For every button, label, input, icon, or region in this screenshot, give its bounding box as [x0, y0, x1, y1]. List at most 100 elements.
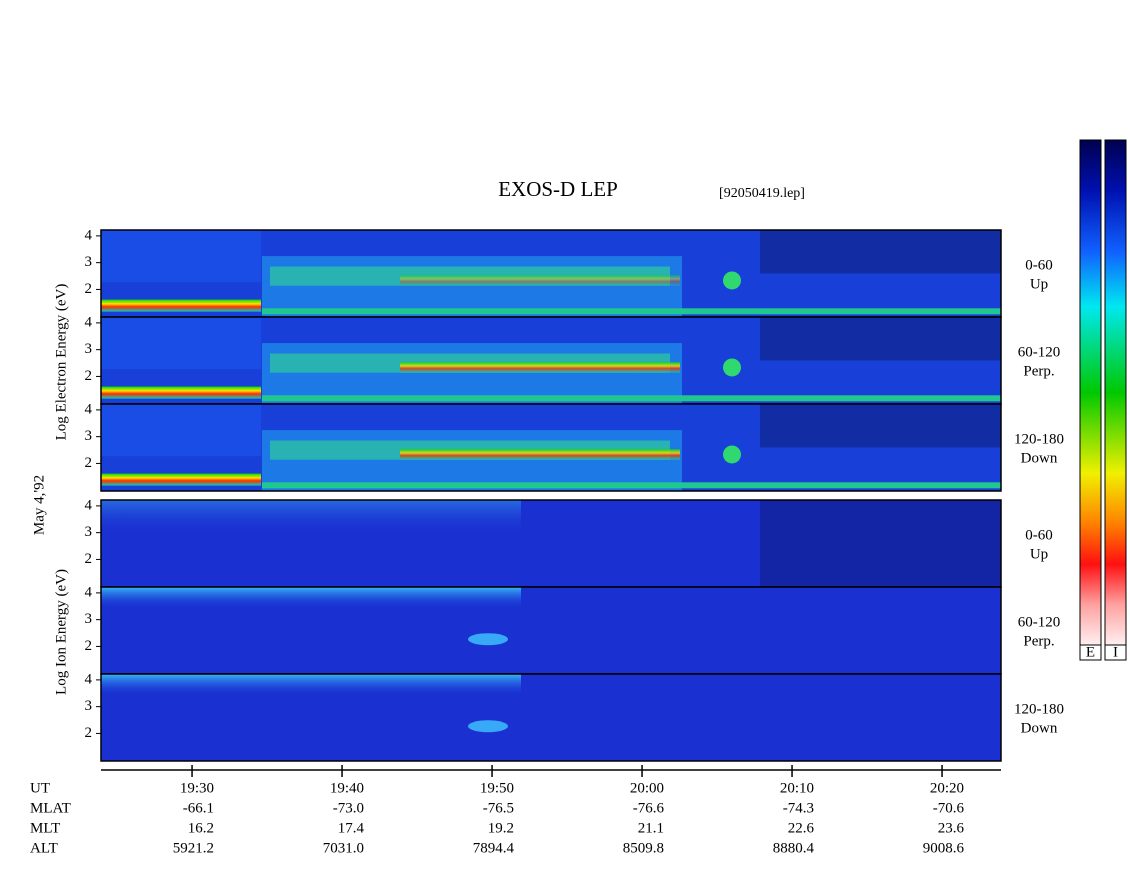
spectrogram-fill — [262, 430, 682, 491]
spectrogram-fill — [101, 299, 261, 312]
spectrogram-fill — [400, 449, 680, 460]
ephemeris-value: -73.0 — [333, 800, 364, 816]
ephemeris-value: -74.3 — [783, 800, 814, 816]
ephemeris-value: 16.2 — [188, 820, 214, 836]
ephemeris-value: 17.4 — [338, 820, 365, 836]
spectrogram-fill — [262, 395, 1001, 402]
spectrogram-fill — [400, 275, 680, 286]
x-tick-label: 19:50 — [480, 780, 514, 796]
panel-direction: Down — [1021, 720, 1058, 736]
ephemeris-value: 8880.4 — [773, 840, 815, 856]
spectrogram-fill — [101, 404, 261, 457]
spectrogram-fill — [262, 482, 1001, 489]
ephemeris-label: ALT — [30, 840, 58, 856]
spectrogram-fill — [262, 256, 682, 317]
y-axis-label: Log Ion Energy (eV) — [53, 569, 69, 695]
y-tick-label: 3 — [85, 254, 93, 270]
colorbar-label-box — [1079, 644, 1102, 661]
x-tick-label: 20:10 — [780, 780, 814, 796]
ephemeris-label: MLT — [30, 820, 60, 836]
y-tick-label: 4 — [85, 671, 93, 687]
ephemeris-label: UT — [30, 780, 50, 796]
ephemeris-value: 7894.4 — [473, 840, 515, 856]
y-tick-label: 4 — [85, 314, 93, 330]
y-tick-label: 2 — [85, 551, 93, 567]
panel-range: 120-180 — [1014, 701, 1064, 717]
y-tick-label: 2 — [85, 725, 93, 741]
spectrogram-fill — [400, 362, 680, 373]
spectrogram-fill — [101, 587, 521, 609]
ephemeris-value: 9008.6 — [923, 840, 965, 856]
spectrogram-fill — [723, 358, 741, 377]
file-name: [92050419.lep] — [719, 186, 805, 201]
spectrogram-fill — [101, 473, 261, 486]
panel-range: 0-60 — [1025, 527, 1053, 543]
x-tick-label: 19:30 — [180, 780, 214, 796]
ephemeris-value: -70.6 — [933, 800, 965, 816]
ephemeris-value: -76.6 — [633, 800, 665, 816]
y-tick-label: 4 — [85, 584, 93, 600]
y-tick-label: 3 — [85, 428, 93, 444]
ephemeris-value: 8509.8 — [623, 840, 664, 856]
ephemeris-value: 23.6 — [938, 820, 965, 836]
panel-direction: Perp. — [1023, 633, 1054, 649]
ephemeris-value: 5921.2 — [173, 840, 214, 856]
panel-range: 60-120 — [1018, 614, 1061, 630]
colorbars: E I — [1079, 139, 1127, 661]
y-tick-label: 2 — [85, 281, 93, 297]
ephemeris-value: -76.5 — [483, 800, 514, 816]
chart-title: EXOS-D LEP — [498, 177, 618, 201]
y-tick-label: 2 — [85, 638, 93, 654]
spectrogram-fill — [262, 343, 682, 404]
panel-direction: Perp. — [1023, 363, 1054, 379]
y-tick-label: 4 — [85, 401, 93, 417]
panel-range: 0-60 — [1025, 257, 1053, 273]
colorbar-label-box — [1104, 644, 1127, 661]
spectrogram-fill — [468, 633, 508, 646]
y-tick-label: 2 — [85, 368, 93, 384]
spectrogram-fill — [760, 230, 1001, 274]
spectrogram-fill — [101, 317, 261, 370]
y-tick-label: 3 — [85, 611, 93, 627]
colorbar — [1104, 139, 1127, 646]
x-tick-label: 20:00 — [630, 780, 664, 796]
spectrogram-fill — [760, 404, 1001, 448]
spectrogram-fill — [262, 308, 1001, 315]
panel-direction: Down — [1021, 450, 1058, 466]
panel-frame — [100, 673, 1002, 762]
colorbar — [1079, 139, 1102, 646]
ephemeris-value: 19.2 — [488, 820, 514, 836]
panel-range: 60-120 — [1018, 344, 1061, 360]
y-tick-label: 3 — [85, 698, 93, 714]
y-tick-label: 3 — [85, 524, 93, 540]
spectrogram-fill — [723, 445, 741, 464]
spectrogram-fill — [760, 500, 1001, 587]
ephemeris-label: MLAT — [30, 800, 71, 816]
spectrogram-fill — [101, 674, 521, 696]
y-tick-label: 4 — [85, 497, 93, 513]
spectrogram-fill — [101, 386, 261, 399]
spectrogram-fill — [101, 500, 521, 535]
ephemeris-value: -66.1 — [183, 800, 214, 816]
panel-frame — [100, 403, 1002, 492]
x-tick-label: 19:40 — [330, 780, 364, 796]
y-tick-label: 3 — [85, 341, 93, 357]
x-tick-label: 20:20 — [930, 780, 964, 796]
spectrogram-fill — [468, 720, 508, 733]
panel-direction: Up — [1030, 276, 1048, 292]
date-label: May 4,'92 — [31, 475, 47, 535]
ephemeris-value: 21.1 — [638, 820, 664, 836]
y-tick-label: 2 — [85, 455, 93, 471]
panel-range: 120-180 — [1014, 431, 1064, 447]
spectrogram-fill — [101, 230, 261, 283]
colorbar-label: I — [1113, 644, 1118, 660]
spectrogram-fill — [723, 271, 741, 290]
ephemeris-value: 7031.0 — [323, 840, 364, 856]
y-tick-label: 4 — [85, 227, 93, 243]
spectrogram-fill — [760, 317, 1001, 361]
panel-direction: Up — [1030, 546, 1048, 562]
colorbar-label: E — [1086, 644, 1095, 660]
ephemeris-value: 22.6 — [788, 820, 815, 836]
